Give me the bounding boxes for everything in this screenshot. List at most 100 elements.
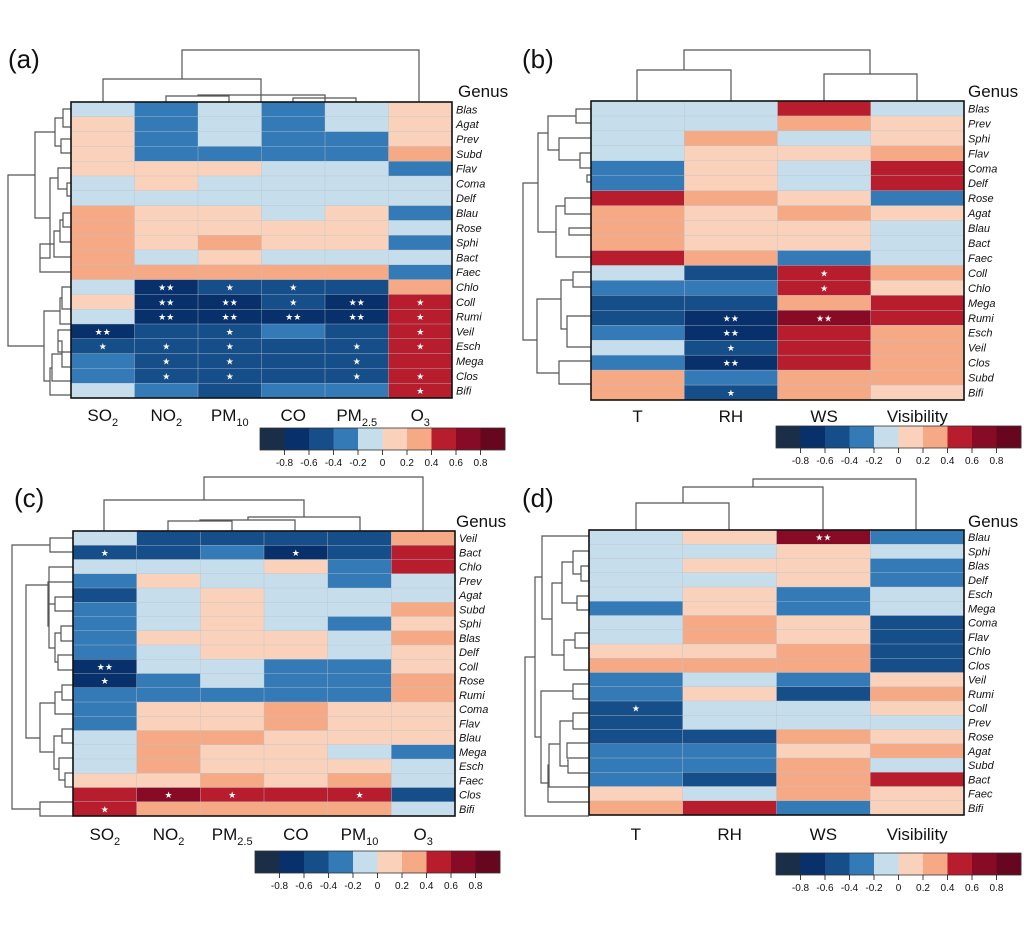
heatmap-cell <box>324 264 389 281</box>
panel-b: (b) ★★★★ ★★★★★★★★ Genus BlasPrevSphiFlavC… <box>522 44 1022 467</box>
column-label: T <box>631 825 641 844</box>
heatmap-cell <box>588 658 684 674</box>
panel-c: (c) ★ ★★★★★ ★ ★★ <box>11 476 506 892</box>
column-label: SO2 <box>87 406 118 429</box>
legend-swatch <box>849 853 875 875</box>
heatmap-cell <box>777 295 872 311</box>
heatmap-cell <box>391 587 456 603</box>
row-label: Bifi <box>456 386 472 398</box>
legend-swatch <box>776 853 801 875</box>
heatmap-cell <box>684 100 779 117</box>
heatmap-cell <box>72 602 138 618</box>
heatmap-cell <box>324 234 389 251</box>
significance-mark: ★ <box>226 284 234 294</box>
significance-mark: ★ <box>99 343 107 353</box>
row-label: Flav <box>968 632 990 644</box>
heatmap-cell <box>70 205 135 221</box>
heatmap-cell <box>263 687 329 703</box>
heatmap-cell <box>261 220 326 236</box>
row-label: Prev <box>456 134 480 146</box>
heatmap-cell <box>684 160 779 177</box>
heatmap-cell <box>776 544 871 560</box>
heatmap-cell <box>391 687 456 703</box>
column-labels: T RH WS Visibility <box>632 407 948 426</box>
heatmap-cell <box>684 280 779 296</box>
panel-label: (a) <box>8 44 40 74</box>
heatmap-cell <box>777 160 872 177</box>
significance-mark: ★ <box>355 791 363 801</box>
heatmap-cell <box>776 757 871 773</box>
row-label: Chlo <box>968 646 991 658</box>
heatmap-cell <box>776 700 871 716</box>
legend-swatch <box>800 426 826 448</box>
legend-swatch <box>279 851 305 873</box>
heatmap-cell <box>870 757 965 773</box>
legend-tick-label: 0.6 <box>449 458 463 469</box>
heatmap-cell <box>70 175 135 192</box>
heatmap-cell <box>327 573 392 589</box>
heatmap-cell <box>327 730 392 746</box>
legend-tick-label: 0.4 <box>941 456 955 467</box>
row-label: Subd <box>968 373 995 385</box>
row-label: Prev <box>968 717 992 729</box>
row-label: Prev <box>459 576 483 588</box>
heatmap-cell <box>327 716 392 732</box>
heatmap-cell <box>870 586 965 602</box>
legend-swatch <box>996 426 1022 448</box>
row-label: Agat <box>967 208 992 220</box>
heatmap-cell <box>870 145 965 162</box>
legend-tick-label: -0.2 <box>349 458 367 469</box>
heatmap-cell <box>388 116 453 133</box>
column-label: WS <box>810 407 837 426</box>
column-label: NO2 <box>150 406 182 429</box>
heatmap-cells: ★★★★ ★★★★★★★★ <box>590 100 965 401</box>
significance-mark: ★ <box>162 358 170 368</box>
legend-tick-label: -0.4 <box>841 883 859 894</box>
legend-swatch <box>358 428 383 450</box>
row-label: Esch <box>968 328 992 340</box>
heatmap-cell <box>590 369 685 386</box>
heatmap-cell <box>134 131 199 147</box>
heatmap-cell <box>777 205 872 222</box>
heatmap-cell <box>682 715 778 731</box>
heatmap-cell <box>870 772 965 788</box>
heatmap-cell <box>588 757 684 773</box>
heatmap-cell <box>777 145 872 162</box>
heatmap-cell <box>684 250 779 266</box>
heatmap-cell <box>263 758 329 774</box>
heatmap-cell <box>684 115 779 132</box>
heatmap-cell <box>136 616 201 632</box>
significance-mark: ★ <box>289 284 297 294</box>
row-label: Veil <box>459 533 477 545</box>
heatmap-cell <box>776 586 871 602</box>
heatmap-cell <box>590 295 685 311</box>
heatmap-cell <box>200 687 265 703</box>
legend-tick-label: 0.4 <box>425 458 439 469</box>
heatmap-cell <box>870 175 965 192</box>
heatmap-cell <box>776 558 871 574</box>
heatmap-cell <box>391 730 456 746</box>
row-label: Coll <box>968 268 988 280</box>
legend-tick-label: -0.6 <box>300 458 318 469</box>
heatmap-cell <box>134 146 199 162</box>
heatmap-cell <box>136 673 201 689</box>
heatmap-cell <box>324 383 389 399</box>
column-label: PM2.5 <box>212 825 253 848</box>
heatmap-cell <box>136 573 201 589</box>
heatmap-cell <box>263 602 329 618</box>
heatmap-cell <box>261 160 326 177</box>
heatmap-cell <box>72 587 138 603</box>
heatmap-cell <box>263 801 329 817</box>
heatmap-cell <box>261 249 326 266</box>
heatmap-cell <box>870 729 965 745</box>
legend-swatch <box>874 853 899 875</box>
legend-swatch <box>284 428 310 450</box>
row-label: Flav <box>459 718 481 730</box>
heatmap-cell <box>870 786 965 802</box>
row-label: Bact <box>968 774 991 786</box>
heatmap-cell <box>134 264 199 281</box>
heatmap-cell <box>588 786 684 802</box>
column-label: O3 <box>413 825 432 848</box>
row-label: Delf <box>968 575 989 587</box>
